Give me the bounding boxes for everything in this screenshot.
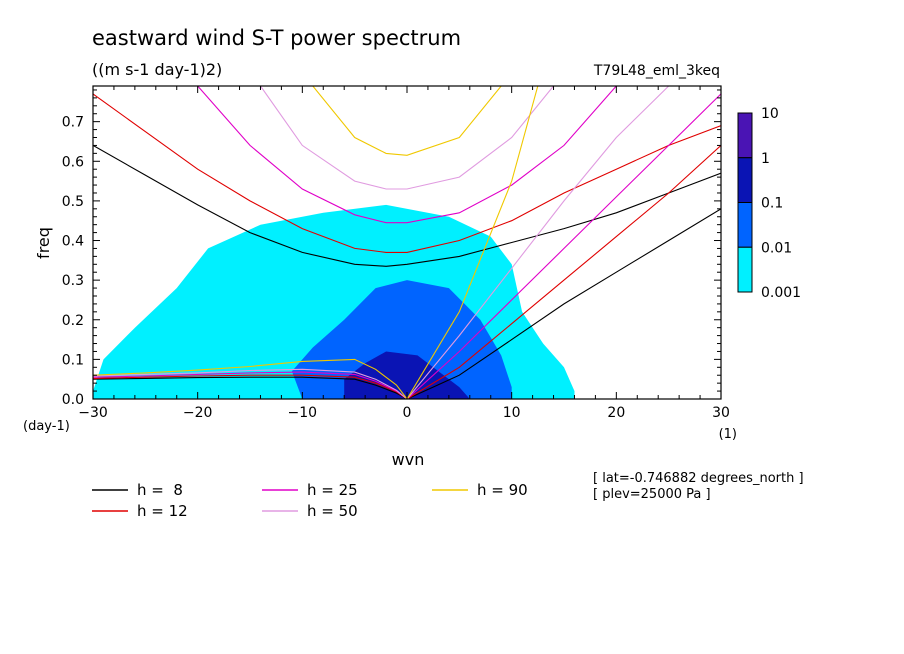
curve-h3-2 [406,86,670,399]
curve-h4-0 [312,86,502,156]
colorbar-box [737,202,753,248]
legend-label: h = 25 [307,481,358,499]
y-axis-label: freq [34,227,53,259]
run-label: T79L48_eml_3keq [593,63,720,79]
y-tick-label: 0.6 [62,154,84,170]
info-lat: [ lat=-0.746882 degrees_north ] [593,471,804,486]
curve-h0-0 [93,144,721,267]
x-tick-label: 10 [503,405,521,421]
x-tick-label: −20 [183,405,213,421]
chart-subtitle: ((m s-1 day-1)2) [92,60,222,79]
y-tick-label: 0.5 [62,194,84,210]
x-axis-label: wvn [392,450,425,469]
legend: h = 8 h = 12 h = 25 h = 50 h = 90 [92,481,528,520]
curve-h2-1 [93,371,408,399]
info-plev: [ plev=25000 Pa ] [593,487,711,502]
power-regions [93,204,575,399]
y-axis-unit: (day-1) [23,419,70,434]
y-tick-label: 0.7 [62,115,84,131]
y-tick-label: 0.2 [62,313,84,329]
curve-h1-2 [406,144,721,399]
colorbar: 10 1 0.1 0.01 0.001 [737,106,801,301]
x-tick-label: 30 [712,405,730,421]
dispersion-curves [93,86,721,399]
y-tick-label: 0.0 [62,392,84,408]
colorbar-label: 0.1 [761,196,783,212]
y-tick-label: 0.1 [62,352,84,368]
curve-h1-0 [93,93,721,253]
colorbar-label: 0.01 [761,240,792,256]
curve-h2-0 [197,86,617,224]
colorbar-box [737,112,753,159]
power-region-2 [344,351,470,399]
colorbar-box [737,157,753,203]
legend-label: h = 50 [307,502,358,520]
colorbar-label: 1 [761,151,770,167]
legend-label: h = 12 [137,502,188,520]
y-tick-label: 0.4 [62,234,84,250]
curve-h3-0 [260,86,554,190]
x-tick-label: −10 [288,405,318,421]
chart-title: eastward wind S-T power spectrum [92,26,461,50]
x-tick-label: −30 [78,405,108,421]
x-tick-label: 0 [403,405,412,421]
y-tick-label: 0.3 [62,273,84,289]
x-tick-label: 20 [607,405,625,421]
axes: −30 −20 −10 0 10 20 30 0.0 0.1 0.2 0.3 0.4 0.5 0.6 0.7 [62,85,730,421]
curve-h2-2 [406,93,721,399]
curve-h1-1 [93,374,408,399]
curve-h3-1 [93,368,408,399]
legend-label: h = 8 [137,481,183,499]
legend-label: h = 90 [477,481,528,499]
curve-h0-1 [93,376,408,399]
curve-h0-2 [406,208,721,399]
curve-h4-1 [93,358,408,399]
colorbar-label: 0.001 [761,285,801,301]
x-axis-unit: (1) [719,427,737,442]
curve-h4-2 [406,86,539,399]
colorbar-label: 10 [761,106,779,122]
colorbar-box [737,246,753,293]
